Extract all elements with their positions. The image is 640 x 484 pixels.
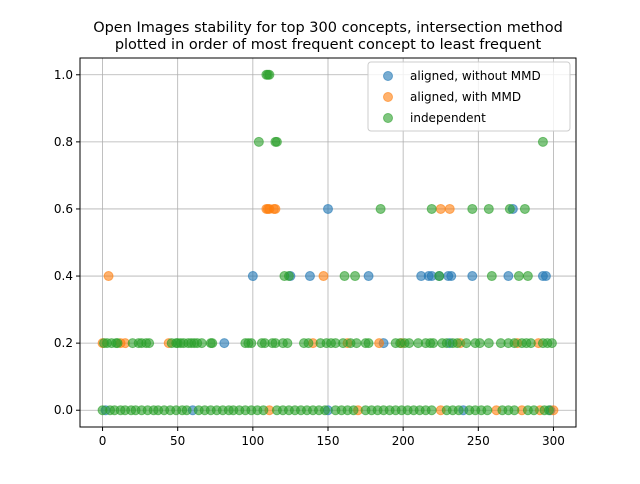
scatter-point [253, 136, 264, 147]
chart-title-line-2: plotted in order of most frequent concep… [115, 37, 542, 53]
scatter-point [207, 338, 218, 349]
scatter-point [219, 338, 230, 349]
legend-label-independent: independent [410, 111, 486, 125]
scatter-point [319, 405, 330, 416]
scatter-point [181, 405, 192, 416]
scatter-point [350, 271, 361, 282]
x-tick-label: 150 [317, 434, 340, 448]
y-tick-label: 0.2 [54, 336, 73, 350]
scatter-point [435, 203, 446, 214]
x-tick-label: 200 [392, 434, 415, 448]
scatter-point [264, 69, 275, 80]
legend-marker-aligned-without-mmd [383, 71, 393, 81]
y-axis-ticks: 0.0 0.2 0.4 0.6 0.8 1.0 [54, 68, 80, 417]
scatter-point [537, 136, 548, 147]
y-tick-label: 0.8 [54, 135, 73, 149]
scatter-point [453, 405, 464, 416]
scatter-point [461, 338, 472, 349]
scatter-point [546, 338, 557, 349]
scatter-point [483, 203, 494, 214]
scatter-point [434, 271, 445, 282]
scatter-point [258, 405, 269, 416]
legend-marker-aligned-with-mmd [383, 92, 393, 102]
scatter-point [348, 405, 359, 416]
scatter-point [323, 203, 333, 214]
scatter-point [103, 271, 114, 282]
scatter-point [271, 136, 282, 147]
scatter-point [522, 271, 533, 282]
x-tick-label: 250 [467, 434, 490, 448]
scatter-point [540, 271, 551, 282]
scatter-point [283, 271, 294, 282]
scatter-point [446, 271, 457, 282]
scatter-point [339, 271, 350, 282]
scatter-point [246, 338, 257, 349]
scatter-point [444, 203, 455, 214]
scatter-point [452, 338, 463, 349]
scatter-point [528, 405, 539, 416]
scatter-point [304, 271, 315, 282]
scatter-point [483, 338, 494, 349]
scatter-point [282, 338, 293, 349]
scatter-point [404, 338, 415, 349]
scatter-point [513, 271, 524, 282]
scatter-point [543, 405, 554, 416]
scatter-point [196, 338, 207, 349]
legend: aligned, without MMD aligned, with MMD i… [367, 61, 571, 132]
scatter-point [247, 271, 258, 282]
scatter-point [303, 338, 314, 349]
scatter-point [428, 338, 439, 349]
scatter-point [374, 338, 385, 349]
y-tick-label: 0.0 [54, 403, 73, 417]
scatter-point [467, 271, 478, 282]
scatter-point [375, 203, 386, 214]
scatter-point [426, 203, 437, 214]
scatter-point [318, 271, 329, 282]
scatter-point [270, 203, 281, 214]
x-tick-label: 300 [542, 434, 565, 448]
legend-box [367, 61, 571, 132]
x-tick-label: 0 [99, 434, 107, 448]
scatter-point [504, 203, 515, 214]
y-tick-label: 0.6 [54, 202, 73, 216]
y-tick-label: 1.0 [54, 68, 73, 82]
scatter-point [503, 271, 514, 282]
scatter-point [144, 338, 155, 349]
legend-label-aligned-without-mmd: aligned, without MMD [410, 69, 541, 83]
scatter-point [525, 338, 536, 349]
scatter-point [363, 338, 374, 349]
scatter-point [519, 203, 530, 214]
legend-marker-independent [383, 113, 393, 123]
scatter-point [482, 405, 493, 416]
scatter-point [509, 405, 520, 416]
scatter-point [426, 405, 437, 416]
scatter-point [351, 338, 362, 349]
scatter-point [467, 203, 478, 214]
x-tick-label: 50 [170, 434, 185, 448]
series-2-points [97, 69, 557, 416]
chart-title-line-1: Open Images stability for top 300 concep… [93, 20, 563, 36]
scatter-point [474, 338, 485, 349]
x-axis-ticks: 0 50 100 150 200 250 300 [99, 427, 565, 448]
legend-label-aligned-with-mmd: aligned, with MMD [410, 90, 521, 104]
y-tick-label: 0.4 [54, 269, 73, 283]
data-points [97, 69, 559, 416]
x-tick-label: 100 [241, 434, 264, 448]
scatter-point [363, 271, 374, 282]
scatter-point [486, 271, 497, 282]
scatter-point [112, 338, 123, 349]
